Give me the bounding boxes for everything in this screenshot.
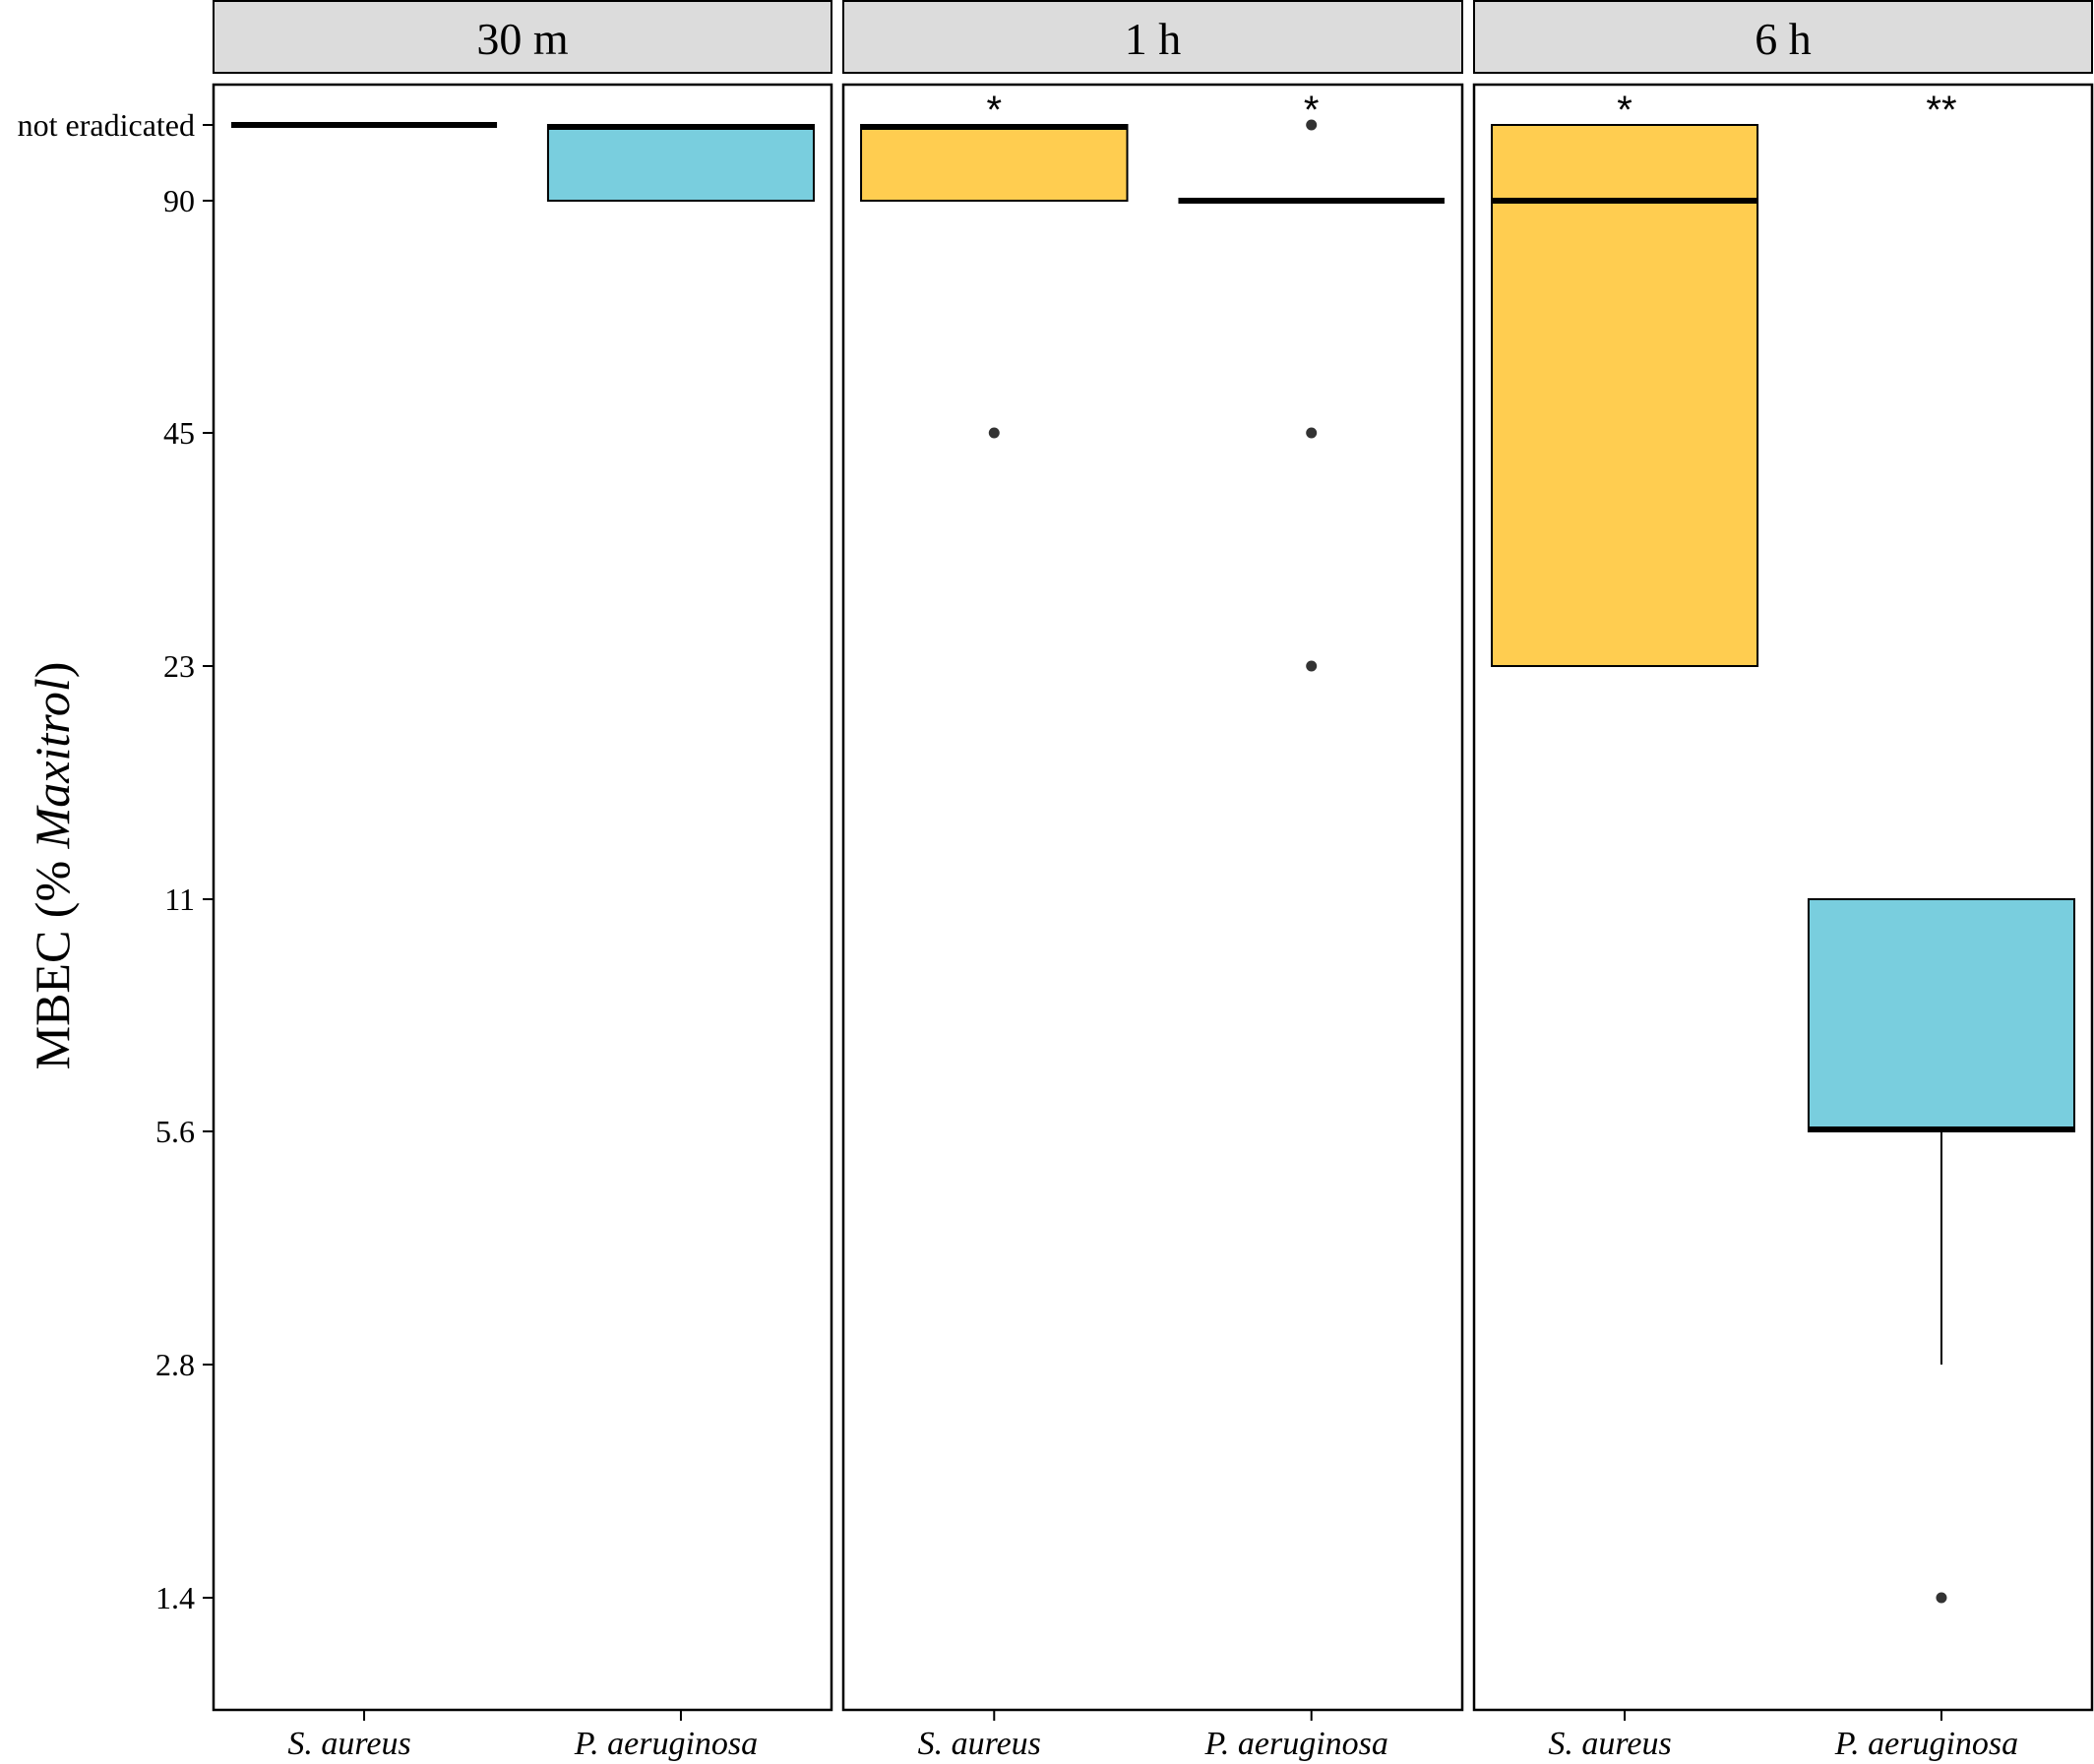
x-tick-label: P. aeruginosa: [1834, 1726, 2018, 1762]
x-tick-label: S. aureus: [1548, 1726, 1671, 1762]
x-tick-label: P. aeruginosa: [574, 1726, 758, 1762]
significance-marker: *: [1617, 89, 1632, 132]
y-tick-label: 2.8: [155, 1347, 195, 1382]
facet-strip: [213, 0, 832, 74]
y-tick-label: 45: [163, 415, 195, 451]
box-iqr: [546, 124, 815, 202]
y-axis-title-italic: Maxitrol: [25, 678, 80, 849]
significance-marker: *: [1304, 89, 1320, 132]
facet-strip-label: 1 h: [1125, 14, 1182, 64]
panel-frame: [841, 83, 1464, 1712]
outlier-point: [1306, 427, 1318, 439]
outlier-point: [1936, 1592, 1947, 1604]
outlier-point: [1306, 119, 1318, 131]
outlier-point: [988, 427, 1000, 439]
panel-frame: [212, 83, 833, 1712]
box-iqr: [1807, 898, 2075, 1132]
box-iqr: [860, 124, 1129, 202]
panel-frame: [1472, 83, 2094, 1712]
facet-strip-label: 30 m: [476, 14, 569, 64]
facet-strip-label: 6 h: [1755, 14, 1812, 64]
significance-marker: **: [1926, 89, 1956, 132]
box-iqr: [1491, 124, 1759, 667]
x-tick-label: P. aeruginosa: [1204, 1726, 1388, 1762]
y-tick-label: 5.6: [155, 1114, 195, 1149]
significance-marker: *: [986, 89, 1002, 132]
y-axis-title-prefix: MBEC (%: [25, 848, 80, 1069]
facet-strip: [842, 0, 1463, 74]
outlier-point: [1306, 660, 1318, 672]
facet-strip: [1473, 0, 2093, 74]
y-tick-label: not eradicated: [18, 107, 195, 143]
y-axis-title-suffix: ): [25, 662, 80, 679]
y-tick-label: 11: [164, 882, 195, 917]
y-tick-label: 90: [163, 183, 195, 218]
y-tick-label: 23: [163, 648, 195, 684]
facet-panels: 30 m S. aureus P. aeruginosa 1 h S. aureus * P…: [212, 0, 2094, 1762]
y-axis-title: MBEC (% Maxitrol): [25, 662, 80, 1070]
y-tick-label: 1.4: [155, 1580, 195, 1615]
x-tick-label: S. aureus: [918, 1726, 1041, 1762]
x-tick-label: S. aureus: [287, 1726, 410, 1762]
